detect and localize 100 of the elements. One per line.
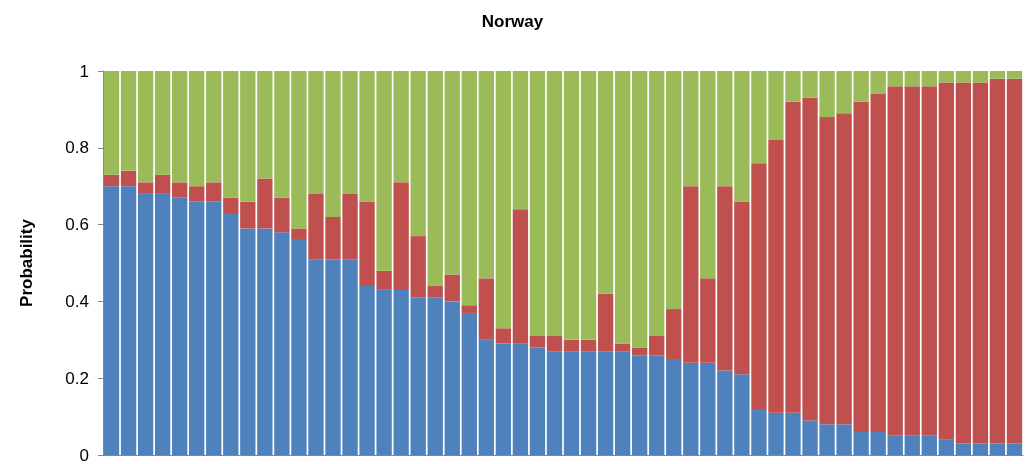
bar xyxy=(666,309,682,359)
bar xyxy=(495,328,512,344)
bar xyxy=(154,174,171,194)
bar xyxy=(512,209,529,344)
bar xyxy=(972,82,989,444)
bar xyxy=(597,351,614,455)
bar xyxy=(921,86,937,436)
bar xyxy=(904,86,920,436)
bar xyxy=(904,435,920,455)
bar xyxy=(240,201,256,229)
bar xyxy=(989,78,1006,444)
bar xyxy=(206,71,222,183)
bar xyxy=(478,278,494,340)
bar xyxy=(683,362,699,455)
bar xyxy=(904,71,920,87)
bar xyxy=(649,355,665,455)
bar xyxy=(461,71,477,306)
bar xyxy=(461,305,477,313)
bar xyxy=(972,443,989,455)
bar xyxy=(172,197,188,455)
bar xyxy=(154,71,171,175)
bar xyxy=(597,293,614,352)
bar xyxy=(546,351,563,455)
bar xyxy=(444,71,460,275)
bar xyxy=(921,71,937,87)
bar xyxy=(478,71,494,279)
y-axis-title: Probability xyxy=(17,218,36,307)
bar xyxy=(632,347,648,356)
bar xyxy=(444,274,460,302)
bar xyxy=(632,355,648,455)
bar xyxy=(189,186,205,202)
bar xyxy=(700,71,716,279)
bar xyxy=(921,435,937,455)
bar xyxy=(563,339,580,352)
bar xyxy=(427,71,443,287)
bar xyxy=(410,297,426,455)
bar xyxy=(955,82,972,444)
bar xyxy=(206,182,222,202)
bar xyxy=(683,71,699,187)
y-tick-label: 1 xyxy=(79,61,89,81)
bar xyxy=(137,182,154,194)
bar xyxy=(240,71,256,202)
bar xyxy=(189,71,205,187)
bar xyxy=(614,351,631,455)
chart-title: Norway xyxy=(481,12,544,31)
bar xyxy=(632,71,648,348)
bar xyxy=(938,82,954,440)
bar xyxy=(103,186,120,455)
bar xyxy=(478,339,494,455)
bar xyxy=(938,71,954,83)
bar xyxy=(700,362,716,455)
bar xyxy=(955,71,972,83)
bar xyxy=(529,335,546,348)
bar xyxy=(427,297,443,455)
bar xyxy=(1006,443,1023,455)
bar xyxy=(546,71,563,336)
bar xyxy=(546,335,563,352)
bar xyxy=(103,174,120,187)
bar xyxy=(597,71,614,294)
bar xyxy=(137,71,154,183)
bar xyxy=(103,71,120,175)
bar xyxy=(563,71,580,340)
bar xyxy=(495,71,512,329)
bar xyxy=(870,94,886,432)
bar xyxy=(495,343,512,455)
bar xyxy=(1006,78,1023,444)
bar xyxy=(189,201,205,455)
bar xyxy=(529,71,546,336)
bar xyxy=(172,182,188,198)
bar xyxy=(240,228,256,455)
bar xyxy=(563,351,580,455)
bar xyxy=(989,71,1006,79)
y-tick-label: 0 xyxy=(79,445,89,464)
bar xyxy=(649,335,665,356)
y-tick-label: 0.4 xyxy=(65,291,89,311)
bar xyxy=(223,71,239,198)
bar xyxy=(972,71,989,83)
bar xyxy=(666,71,682,310)
bar xyxy=(427,286,443,298)
bar xyxy=(206,201,222,455)
bar xyxy=(1006,71,1023,79)
bar xyxy=(120,170,137,187)
bar xyxy=(580,351,597,455)
bar xyxy=(580,71,597,340)
bar xyxy=(120,71,137,171)
bar xyxy=(410,236,426,298)
bar xyxy=(649,71,665,336)
bar xyxy=(512,71,529,210)
bar xyxy=(887,435,903,455)
bar xyxy=(172,71,188,183)
bar xyxy=(223,213,239,455)
y-tick-label: 0.6 xyxy=(65,215,89,235)
bar xyxy=(870,431,886,455)
bar xyxy=(989,443,1006,455)
bar xyxy=(887,71,903,87)
y-tick-label: 0.2 xyxy=(65,368,89,388)
bar xyxy=(137,193,154,455)
bar xyxy=(955,443,972,455)
bar xyxy=(410,71,426,237)
bar xyxy=(614,71,631,344)
